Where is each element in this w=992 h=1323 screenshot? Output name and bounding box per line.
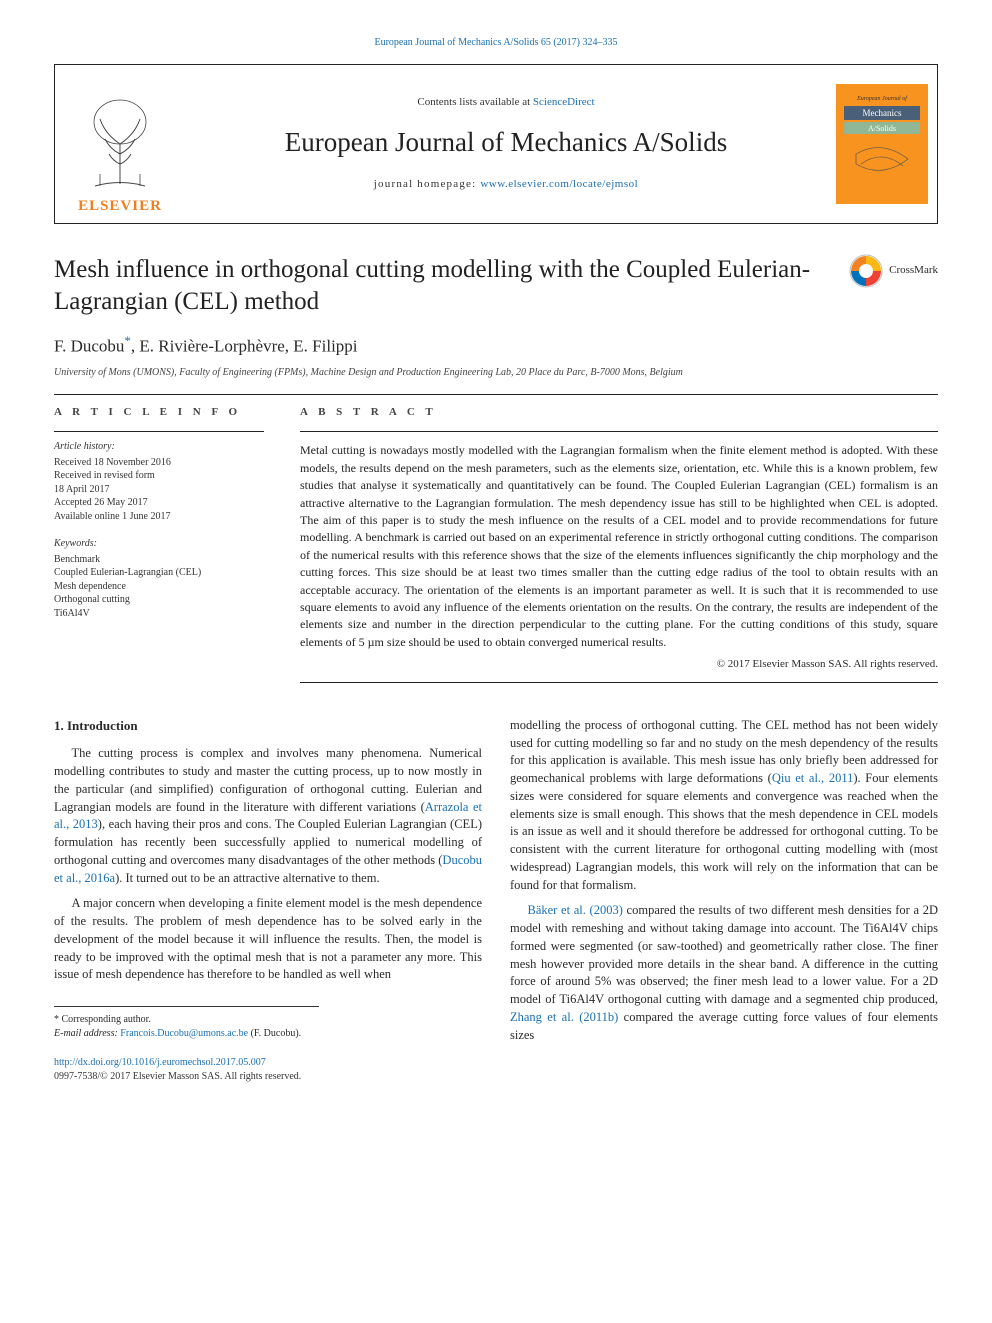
email-link[interactable]: Francois.Ducobu@umons.ac.be	[120, 1028, 248, 1039]
article-info-heading: A R T I C L E I N F O	[54, 405, 264, 420]
keyword: Mesh dependence	[54, 580, 264, 594]
keyword: Orthogonal cutting	[54, 593, 264, 607]
contents-prefix: Contents lists available at	[417, 96, 532, 108]
history-accepted: Accepted 26 May 2017	[54, 496, 264, 510]
section-heading: 1. Introduction	[54, 717, 482, 735]
paragraph: Bäker et al. (2003) compared the results…	[510, 902, 938, 1044]
article-title: Mesh influence in orthogonal cutting mod…	[54, 254, 833, 318]
citation-link[interactable]: Qiu et al., 2011	[772, 771, 854, 785]
homepage-link[interactable]: www.elsevier.com/locate/ejmsol	[480, 178, 638, 190]
header-center: Contents lists available at ScienceDirec…	[185, 65, 827, 223]
abstract-copyright: © 2017 Elsevier Masson SAS. All rights r…	[300, 657, 938, 672]
svg-text:A/Solids: A/Solids	[868, 124, 896, 133]
doi-link[interactable]: http://dx.doi.org/10.1016/j.euromechsol.…	[54, 1057, 266, 1068]
keyword: Ti6Al4V	[54, 607, 264, 621]
publisher-logo: ELSEVIER	[55, 65, 185, 223]
abstract-heading: A B S T R A C T	[300, 405, 938, 420]
journal-header: ELSEVIER Contents lists available at Sci…	[54, 64, 938, 224]
abstract-column: A B S T R A C T Metal cutting is nowaday…	[300, 405, 938, 683]
divider	[54, 394, 938, 395]
paragraph: A major concern when developing a finite…	[54, 895, 482, 984]
svg-text:European Journal of: European Journal of	[856, 95, 908, 102]
abstract-text: Metal cutting is nowadays mostly modelle…	[300, 431, 938, 651]
affiliation: University of Mons (UMONS), Faculty of E…	[54, 366, 938, 380]
journal-issue-ref: European Journal of Mechanics A/Solids 6…	[54, 36, 938, 50]
crossmark-label: CrossMark	[889, 263, 938, 278]
keyword: Benchmark	[54, 553, 264, 567]
crossmark-icon	[849, 254, 883, 288]
email-label: E-mail address:	[54, 1028, 118, 1039]
journal-cover-thumb: European Journal of Mechanics A/Solids	[827, 65, 937, 223]
body-two-column: 1. Introduction The cutting process is c…	[54, 717, 938, 1084]
keyword: Coupled Eulerian-Lagrangian (CEL)	[54, 566, 264, 580]
elsevier-tree-icon	[75, 94, 165, 194]
divider	[300, 682, 938, 683]
history-revised-2: 18 April 2017	[54, 483, 264, 497]
issn-copyright: 0997-7538/© 2017 Elsevier Masson SAS. Al…	[54, 1071, 301, 1082]
crossmark-badge[interactable]: CrossMark	[849, 254, 938, 288]
history-revised-1: Received in revised form	[54, 469, 264, 483]
history-online: Available online 1 June 2017	[54, 510, 264, 524]
sciencedirect-link[interactable]: ScienceDirect	[533, 96, 595, 108]
keywords-label: Keywords:	[54, 537, 264, 551]
citation-link[interactable]: Zhang et al. (2011b)	[510, 1010, 618, 1024]
authors-line: F. Ducobu*, E. Rivière-Lorphèvre, E. Fil…	[54, 332, 938, 359]
citation-link[interactable]: Bäker et al. (2003)	[528, 903, 623, 917]
publisher-name: ELSEVIER	[78, 196, 162, 216]
homepage-prefix: journal homepage:	[374, 178, 481, 190]
author-1: F. Ducobu	[54, 336, 124, 355]
column-right: modelling the process of orthogonal cutt…	[510, 717, 938, 1084]
journal-name: European Journal of Mechanics A/Solids	[285, 124, 727, 160]
history-received: Received 18 November 2016	[54, 456, 264, 470]
journal-issue-link[interactable]: European Journal of Mechanics A/Solids 6…	[374, 37, 617, 48]
homepage-line: journal homepage: www.elsevier.com/locat…	[374, 177, 638, 192]
paragraph: modelling the process of orthogonal cutt…	[510, 717, 938, 895]
column-left: 1. Introduction The cutting process is c…	[54, 717, 482, 1084]
doi-block: http://dx.doi.org/10.1016/j.euromechsol.…	[54, 1056, 482, 1084]
paragraph: The cutting process is complex and invol…	[54, 745, 482, 887]
history-label: Article history:	[54, 440, 264, 454]
email-owner: (F. Ducobu).	[248, 1028, 301, 1039]
footnotes: * Corresponding author. E-mail address: …	[54, 1006, 319, 1041]
article-info-column: A R T I C L E I N F O Article history: R…	[54, 405, 264, 683]
svg-text:Mechanics: Mechanics	[863, 108, 902, 118]
contents-available-line: Contents lists available at ScienceDirec…	[417, 95, 594, 110]
corresponding-author-note: * Corresponding author.	[54, 1013, 319, 1027]
cover-image-icon: European Journal of Mechanics A/Solids	[836, 84, 928, 204]
authors-rest: , E. Rivière-Lorphèvre, E. Filippi	[131, 336, 358, 355]
